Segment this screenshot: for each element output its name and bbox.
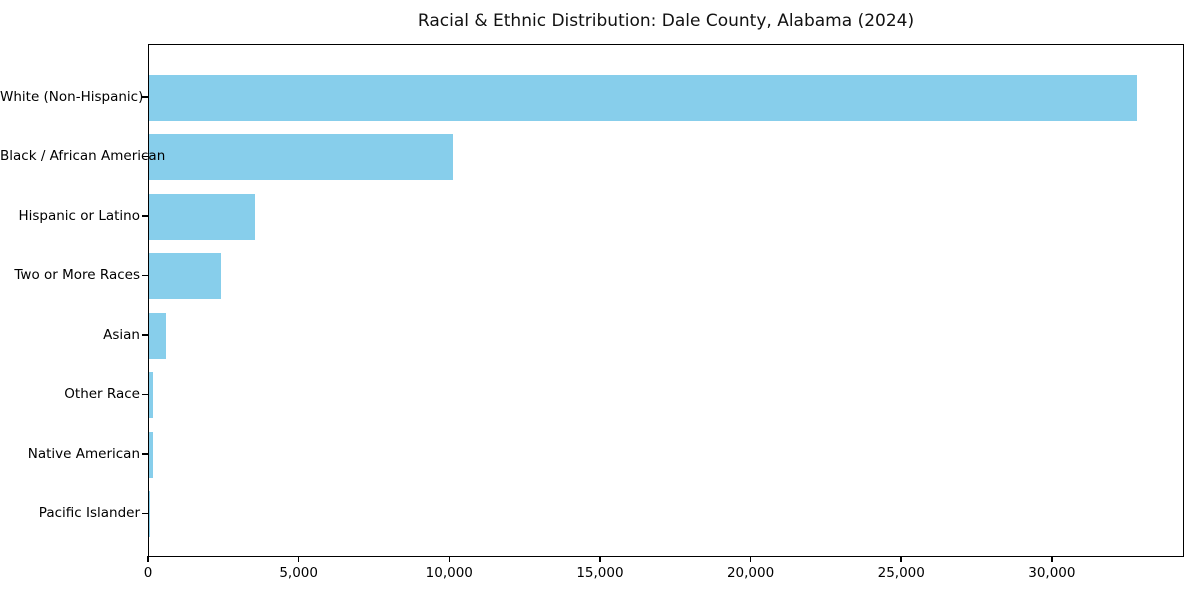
bar-hispanic-or-latino [149, 193, 256, 240]
x-tick-label-30000: 30,000 [1028, 565, 1076, 581]
y-tick-mark [142, 215, 148, 217]
x-tick-mark [599, 556, 601, 562]
y-tick-label-hispanic-or-latino: Hispanic or Latino [18, 207, 140, 224]
x-tick-mark [297, 556, 300, 562]
x-tick-mark [1051, 556, 1053, 562]
y-tick-mark [142, 393, 148, 395]
x-tick-label-5000: 5,000 [279, 565, 318, 581]
y-tick-label-asian: Asian [103, 326, 140, 343]
y-tick-label-two-or-more-races: Two or More Races [14, 267, 140, 284]
y-tick-mark [142, 155, 148, 157]
x-tick-mark [749, 556, 752, 562]
y-tick-mark [142, 334, 148, 336]
y-tick-label-native-american: Native American [27, 445, 140, 462]
plot-area [148, 44, 1184, 557]
x-tick-mark [147, 556, 149, 562]
bar-black-african-american [149, 134, 454, 181]
x-tick-label-0: 0 [143, 565, 153, 581]
x-tick-label-20000: 20,000 [726, 565, 775, 581]
bar-native-american [149, 431, 153, 478]
y-tick-mark [142, 274, 148, 276]
y-tick-mark [142, 453, 148, 455]
y-tick-label-other-race: Other Race [64, 386, 140, 403]
y-tick-mark [142, 512, 148, 514]
y-tick-label-black-african-american: Black / African American [0, 148, 166, 165]
bar-pacific-islander [149, 491, 150, 538]
x-tick-mark [900, 556, 902, 562]
bar-other-race [149, 372, 154, 419]
x-tick-mark [448, 556, 451, 562]
y-tick-label-white-non-hispanic: White (Non-Hispanic) [0, 88, 144, 105]
bar-white-non-hispanic [149, 74, 1138, 121]
bar-two-or-more-races [149, 253, 222, 300]
x-tick-label-15000: 15,000 [576, 565, 624, 581]
x-tick-label-25000: 25,000 [877, 565, 925, 581]
x-tick-label-10000: 10,000 [425, 565, 473, 581]
y-tick-mark [142, 96, 148, 98]
y-tick-label-pacific-islander: Pacific Islander [38, 505, 140, 522]
bar-asian [149, 312, 167, 359]
chart-title: Racial & Ethnic Distribution: Dale Count… [417, 11, 915, 31]
